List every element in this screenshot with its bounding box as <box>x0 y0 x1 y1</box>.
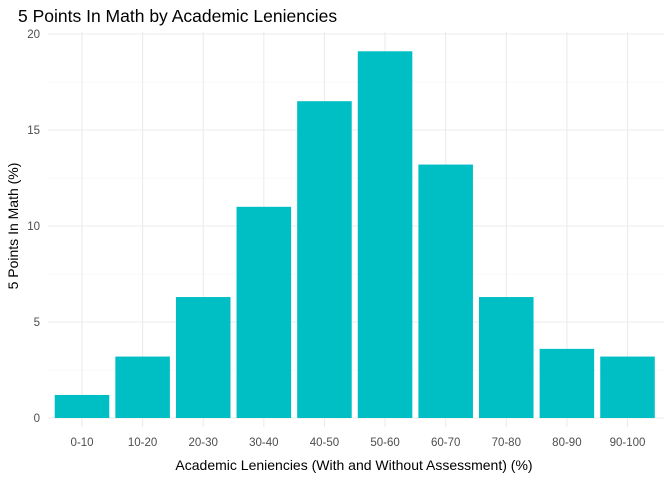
x-tick-label: 90-100 <box>610 437 646 449</box>
y-tick-label: 5 <box>34 317 40 329</box>
y-tick-label: 0 <box>34 413 40 425</box>
bar-20-30 <box>175 297 231 418</box>
x-axis-ticks: 0-10 10-20 20-30 30-40 40-50 50-60 60-70 70-80 8… <box>70 437 645 449</box>
bar-60-70 <box>418 164 473 418</box>
y-axis-ticks: 0 5 10 15 20 <box>27 29 40 425</box>
chart-title: 5 Points In Math by Academic Leniencies <box>18 6 337 26</box>
x-tick-label: 60-70 <box>431 437 460 449</box>
bar-10-20 <box>115 356 170 418</box>
x-tick-label: 0-10 <box>70 437 93 449</box>
x-tick-label: 50-60 <box>370 437 399 449</box>
y-tick-label: 20 <box>27 29 40 41</box>
bars-group <box>54 51 655 418</box>
x-tick-label: 20-30 <box>189 437 218 449</box>
bar-80-90 <box>539 348 595 418</box>
bar-0-10 <box>54 394 110 418</box>
bar-40-50 <box>297 101 352 418</box>
bar-50-60 <box>357 51 413 418</box>
x-axis-title: Academic Leniencies (With and Without As… <box>175 457 532 473</box>
y-tick-label: 15 <box>27 125 40 137</box>
x-tick-label: 10-20 <box>128 437 157 449</box>
y-tick-label: 10 <box>27 221 40 233</box>
x-tick-label: 30-40 <box>249 437 278 449</box>
bar-30-40 <box>236 206 292 418</box>
y-axis-title: 5 Points In Math (%) <box>5 163 21 290</box>
x-tick-label: 80-90 <box>552 437 581 449</box>
bar-90-100 <box>600 356 655 418</box>
x-tick-label: 70-80 <box>492 437 521 449</box>
bar-70-80 <box>479 297 534 418</box>
x-tick-label: 40-50 <box>310 437 339 449</box>
